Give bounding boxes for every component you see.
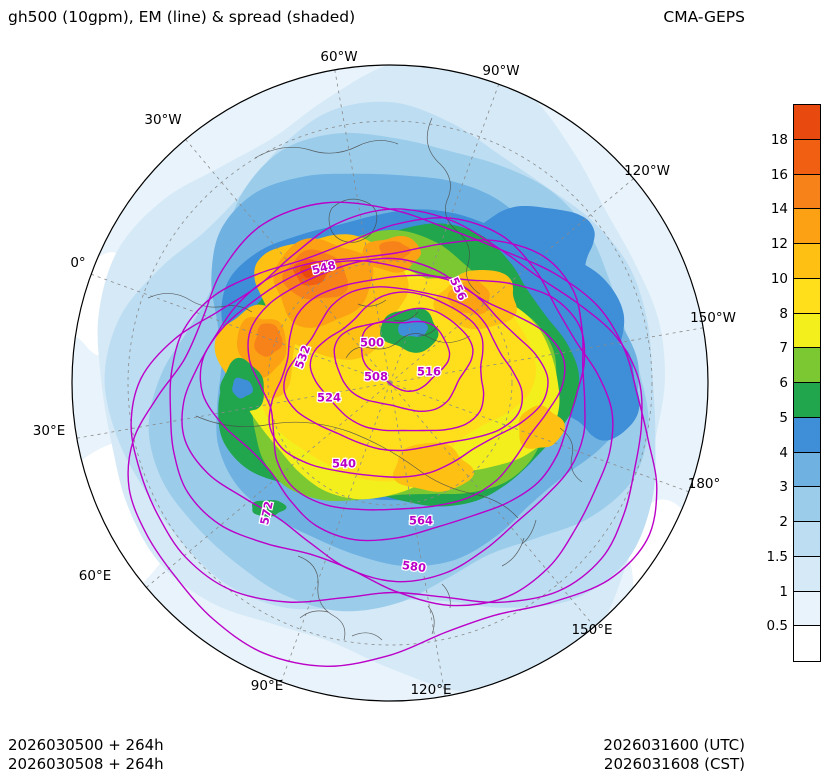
coastline bbox=[559, 427, 583, 483]
model-name: CMA-GEPS bbox=[663, 8, 745, 26]
spread-shade-blob bbox=[379, 241, 411, 261]
contour-label: 580 bbox=[401, 558, 427, 575]
gh500-contour-layer bbox=[127, 201, 658, 668]
colorbar-cell bbox=[794, 139, 820, 175]
contour-label: 524 bbox=[317, 391, 341, 405]
longitude-label: 120°E bbox=[410, 682, 451, 698]
gh500-contour bbox=[127, 201, 658, 668]
longitude-label: 150°W bbox=[690, 310, 736, 326]
colorbar-cell bbox=[794, 556, 820, 592]
gh500-contour bbox=[333, 307, 474, 413]
spread-shade-blob bbox=[232, 377, 253, 399]
spread-shade-blob bbox=[393, 442, 475, 492]
colorbar-cell bbox=[794, 487, 820, 522]
gh500-contour bbox=[199, 259, 586, 542]
colorbar-cell bbox=[794, 313, 820, 349]
chart-title: gh500 (10gpm), EM (line) & spread (shade… bbox=[8, 8, 356, 26]
contour-label: 572 bbox=[257, 500, 276, 526]
footer-init-utc: 2026030500 + 264h bbox=[8, 736, 164, 754]
spread-shade-blob bbox=[254, 323, 283, 357]
coastline bbox=[501, 519, 537, 567]
footer-valid-cst: 2026031608 (CST) bbox=[603, 755, 745, 773]
latitude-circle bbox=[267, 260, 513, 506]
colorbar-cell bbox=[794, 522, 820, 557]
contour-label: 516 bbox=[417, 365, 441, 379]
longitude-label: 120°W bbox=[624, 163, 670, 179]
contour-label: 564 bbox=[409, 514, 433, 528]
spread-shade-blob bbox=[299, 263, 316, 278]
colorbar-cell bbox=[794, 348, 820, 383]
coastline bbox=[426, 117, 481, 295]
contour-label: 500 bbox=[360, 336, 384, 350]
coastline bbox=[297, 555, 346, 641]
colorbar-cell bbox=[794, 209, 820, 244]
colorbar-cell bbox=[794, 174, 820, 210]
colorbar-cell bbox=[794, 244, 820, 279]
colorbar bbox=[793, 104, 821, 662]
longitude-label: 180° bbox=[688, 476, 721, 492]
coastline bbox=[328, 198, 378, 243]
coastline bbox=[195, 415, 519, 519]
gh500-contour bbox=[309, 291, 485, 432]
longitude-label: 150°E bbox=[571, 622, 612, 638]
gh500-contour bbox=[360, 320, 451, 392]
gh500-contour bbox=[247, 257, 566, 511]
colorbar-cell bbox=[794, 105, 820, 140]
latitude-circle bbox=[127, 120, 653, 646]
contour-label: 540 bbox=[332, 457, 356, 471]
longitude-label-layer: 0° 30°W 60°W 90°W 120°W 150°W 180° 150°E 120°E 90… bbox=[33, 49, 736, 698]
coastline bbox=[299, 610, 383, 641]
coastline bbox=[254, 140, 399, 159]
colorbar-cell bbox=[794, 417, 820, 453]
longitude-label: 30°W bbox=[144, 112, 181, 128]
longitude-label: 30°E bbox=[33, 423, 65, 439]
longitude-label: 0° bbox=[70, 255, 85, 271]
longitude-label: 60°E bbox=[79, 568, 111, 584]
coastline-layer bbox=[147, 117, 583, 641]
colorbar-cell bbox=[794, 626, 820, 661]
colorbar-cell bbox=[794, 591, 820, 627]
contour-label: 508 bbox=[364, 370, 388, 384]
colorbar-cell bbox=[794, 452, 820, 488]
longitude-label: 60°W bbox=[320, 49, 357, 65]
gh500-contour bbox=[169, 216, 614, 607]
gh500-contour bbox=[130, 208, 643, 604]
graticule-layer bbox=[76, 69, 704, 697]
longitude-label: 90°E bbox=[251, 678, 283, 694]
gh500-contour bbox=[181, 239, 586, 583]
gh500-contour bbox=[283, 286, 523, 452]
longitude-label: 90°W bbox=[482, 63, 519, 79]
colorbar-cell bbox=[794, 278, 820, 314]
spread-shade-blob bbox=[252, 500, 287, 517]
spread-shade-blob bbox=[447, 279, 490, 315]
map-outline bbox=[71, 64, 709, 702]
footer-valid-utc: 2026031600 (UTC) bbox=[603, 736, 745, 754]
colorbar-cell bbox=[794, 383, 820, 418]
footer-init-cst: 2026030508 + 264h bbox=[8, 755, 164, 773]
